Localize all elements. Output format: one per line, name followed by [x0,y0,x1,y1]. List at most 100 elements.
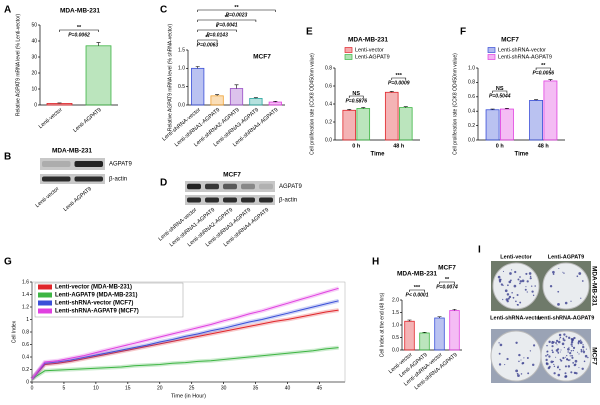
colony [557,365,559,367]
significance-bracket [197,9,276,12]
y-tick-label: 0.4 [22,354,29,360]
significance-bracket [348,95,364,98]
plate [490,330,542,382]
y-tick-label: 0.8 [468,80,475,86]
colony [548,340,551,344]
colony [556,344,558,346]
colony [560,359,563,362]
x-tick-label: 0 h [496,143,505,149]
colony [569,352,572,355]
colony [551,341,554,345]
x-axis-label: Time [371,152,386,158]
colony [498,352,501,355]
colony [526,356,529,359]
colony [513,284,517,288]
y-tick-label: 0.8 [22,329,29,335]
y-tick-label: 0.6 [22,342,29,348]
colony [564,375,567,378]
colony [507,284,509,287]
p-value: P=0.5876 [345,98,367,104]
colony [529,275,532,278]
y-tick-label: 1 [26,317,29,323]
x-tick-label: 25 [189,385,195,391]
series-line [31,287,339,380]
colony [570,300,572,302]
colony [525,286,527,288]
colony [551,351,554,354]
y-tick-label: 1.5 [178,47,185,53]
colony [531,290,534,293]
colony [559,336,562,339]
colony [548,355,551,358]
colony [557,348,560,351]
x-tick-label: 35 [253,385,259,391]
panel-letter: I [478,245,481,256]
colony [579,341,583,344]
colony [571,354,573,357]
colony [516,372,519,375]
y-tick-label: 0.5 [392,335,399,341]
colony [518,360,520,363]
colony [515,341,518,344]
colony [557,340,561,344]
chart-title: MDA-MB-231 [348,37,388,44]
colony [526,291,528,293]
p-value: P=0.0056 [532,70,554,76]
y-axis-label: Cell Index [11,320,17,343]
colony [546,351,548,353]
colony [551,345,554,348]
bar [419,332,430,351]
p-value: P=0.0041 [216,22,238,28]
blot-strip [40,174,105,184]
colony [534,285,536,287]
colony [505,298,509,301]
blot-band [223,197,237,203]
y-tick-label: 1.0 [468,65,475,71]
bar [500,108,514,141]
x-tick-label: 45 [317,385,323,391]
colony [550,360,554,364]
blot-band [241,183,255,190]
bar [229,88,244,106]
y-tick-label: 0.0 [325,137,332,143]
colony [563,333,566,336]
colony [527,372,530,375]
blot-band [187,183,201,190]
colony [546,344,548,347]
significance-stars: *** [396,73,403,79]
y-tick-label: 10 [31,86,37,92]
colony [557,366,559,368]
error-bar [253,97,258,99]
x-tick-label: Lenti-AGPAT9 [72,107,102,134]
chart-title: MCF7 [253,54,271,61]
panel-letter: A [4,5,11,16]
cell-line-label: MCF7 [590,347,597,365]
p-value: P< 0.0001 [406,292,429,298]
significance-bracket [197,29,237,32]
blot-title: MCF7 [223,172,241,179]
y-tick-label: 30 [31,54,37,60]
y-tick-label: 0 [34,102,37,108]
colony [579,339,582,342]
legend-swatch [38,292,52,298]
colony [508,280,512,284]
y-tick-label: 1.6 [22,279,29,285]
colony [553,372,556,375]
blot-band [223,183,237,190]
colony [577,341,579,344]
colony [560,349,562,351]
error-bar [273,101,278,103]
error-bar [407,319,412,322]
y-tick-label: 0.4 [325,101,332,107]
error-bar [452,308,457,311]
panel-letter: G [4,257,12,268]
chart-title: MCF7 [501,37,519,44]
error-bar [361,107,366,109]
legend-swatch [38,300,52,306]
colony [563,272,565,274]
colony [555,342,558,344]
bar [342,109,357,141]
colony [562,337,565,340]
legend-swatch [344,47,353,53]
colony [567,347,570,351]
